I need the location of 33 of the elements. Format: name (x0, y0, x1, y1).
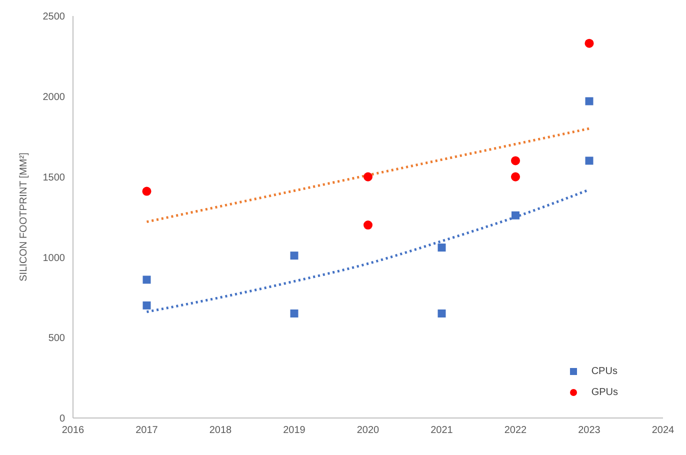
x-tick-label: 2024 (652, 425, 675, 436)
y-tick-label: 1500 (42, 172, 66, 184)
x-tick-label: 2020 (356, 425, 380, 436)
point (142, 186, 152, 196)
y-tick-label: 2500 (42, 12, 66, 23)
point (438, 309, 446, 318)
point (585, 156, 594, 165)
y-tick-label: 0 (59, 414, 66, 425)
x-tick-label: 2016 (62, 425, 85, 436)
point (438, 244, 446, 252)
point (142, 276, 151, 284)
y-axis-title: SILICON FOOTPRINT [MM²] (18, 152, 30, 282)
point (290, 309, 298, 318)
point (510, 172, 520, 182)
legend-label: CPUs (591, 366, 618, 377)
y-tick-label: 1000 (42, 252, 66, 264)
x-tick-label: 2023 (578, 425, 601, 436)
point (142, 301, 151, 310)
y-tick-label: 500 (48, 333, 66, 344)
point (585, 97, 594, 106)
legend-label: GPUs (591, 387, 618, 398)
x-tick-label: 2018 (209, 425, 232, 436)
point (363, 220, 373, 230)
x-tick-label: 2022 (504, 425, 528, 436)
point (512, 211, 520, 220)
point (363, 172, 373, 182)
point (290, 252, 298, 260)
y-tick-label: 2000 (42, 92, 66, 103)
x-tick-label: 2019 (283, 425, 306, 436)
point (584, 38, 594, 48)
x-tick-label: 2021 (430, 425, 454, 436)
x-tick-label: 2017 (136, 425, 158, 436)
point (510, 156, 520, 166)
